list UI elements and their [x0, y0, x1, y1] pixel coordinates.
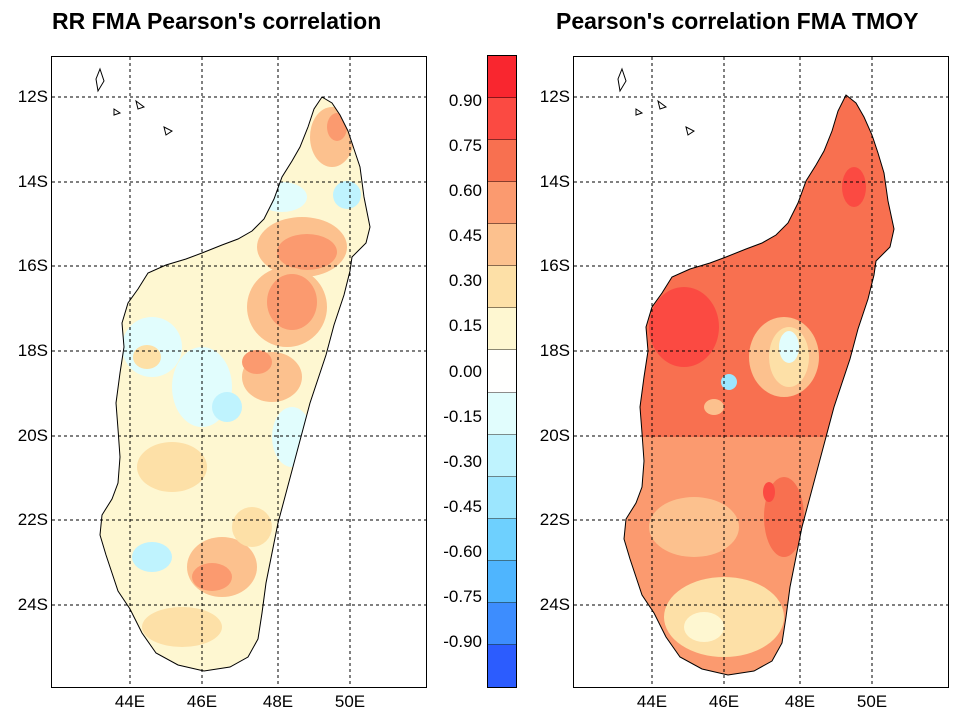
- colorbar-label: -0.15: [443, 407, 482, 426]
- colorbar-segment: [488, 98, 516, 141]
- colorbar-segment: [488, 224, 516, 267]
- lat-label-14s: 14S: [17, 172, 48, 191]
- lon-label-46e: 46E: [186, 692, 218, 711]
- lon-label-46e: 46E: [708, 692, 740, 711]
- colorbar-label: 0.90: [448, 91, 482, 110]
- lat-label-20s: 20S: [539, 426, 570, 445]
- colorbar-label: -0.75: [443, 587, 482, 606]
- colorbar-label: 0.30: [448, 271, 482, 290]
- colorbar-label: 0.45: [448, 226, 482, 245]
- colorbar-label: -0.45: [443, 497, 482, 516]
- colorbar-segment: [488, 392, 516, 435]
- colorbar-label: 0.15: [448, 316, 482, 335]
- right-map-title: Pearson's correlation FMA TMOY: [556, 8, 919, 34]
- lat-label-24s: 24S: [539, 595, 570, 614]
- colorbar-label: 0.60: [448, 181, 482, 200]
- colorbar-segment: [488, 308, 516, 351]
- lon-label-48e: 48E: [262, 692, 294, 711]
- lon-label-50e: 50E: [856, 692, 888, 711]
- colorbar-segment: [488, 350, 516, 393]
- lat-label-14s: 14S: [539, 172, 570, 191]
- colorbar-label: -0.90: [443, 632, 482, 651]
- lat-label-16s: 16S: [17, 256, 48, 275]
- lon-label-44e: 44E: [636, 692, 668, 711]
- temperature-correlation-svg: [574, 57, 948, 687]
- lat-label-18s: 18S: [539, 341, 570, 360]
- lat-label-12s: 12S: [539, 87, 570, 106]
- colorbar-segment: [488, 602, 516, 645]
- colorbar-segment: [488, 518, 516, 561]
- colorbar-segment: [488, 266, 516, 309]
- colorbar-label: -0.60: [443, 542, 482, 561]
- lon-label-48e: 48E: [784, 692, 816, 711]
- colorbar-label: 0.00: [448, 362, 482, 381]
- lat-label-16s: 16S: [539, 256, 570, 275]
- lon-label-50e: 50E: [334, 692, 366, 711]
- rainfall-correlation-map: [51, 56, 427, 688]
- lat-label-24s: 24S: [17, 595, 48, 614]
- colorbar-segment: [488, 434, 516, 477]
- lat-label-22s: 22S: [539, 510, 570, 529]
- lat-label-20s: 20S: [17, 426, 48, 445]
- rainfall-correlation-svg: [52, 57, 426, 687]
- colorbar-segment: [488, 182, 516, 225]
- temperature-correlation-map: [573, 56, 949, 688]
- colorbar-segment: [488, 56, 516, 99]
- colorbar-label: 0.75: [448, 136, 482, 155]
- colorbar-segment: [488, 476, 516, 519]
- colorbar-label: -0.30: [443, 452, 482, 471]
- correlation-colorbar: [487, 55, 517, 688]
- lon-label-44e: 44E: [114, 692, 146, 711]
- lat-label-22s: 22S: [17, 510, 48, 529]
- lat-label-18s: 18S: [17, 341, 48, 360]
- colorbar-segment: [488, 560, 516, 603]
- lat-label-12s: 12S: [17, 87, 48, 106]
- colorbar-segment: [488, 140, 516, 183]
- left-map-title: RR FMA Pearson's correlation: [52, 8, 382, 34]
- colorbar-segment: [488, 644, 516, 687]
